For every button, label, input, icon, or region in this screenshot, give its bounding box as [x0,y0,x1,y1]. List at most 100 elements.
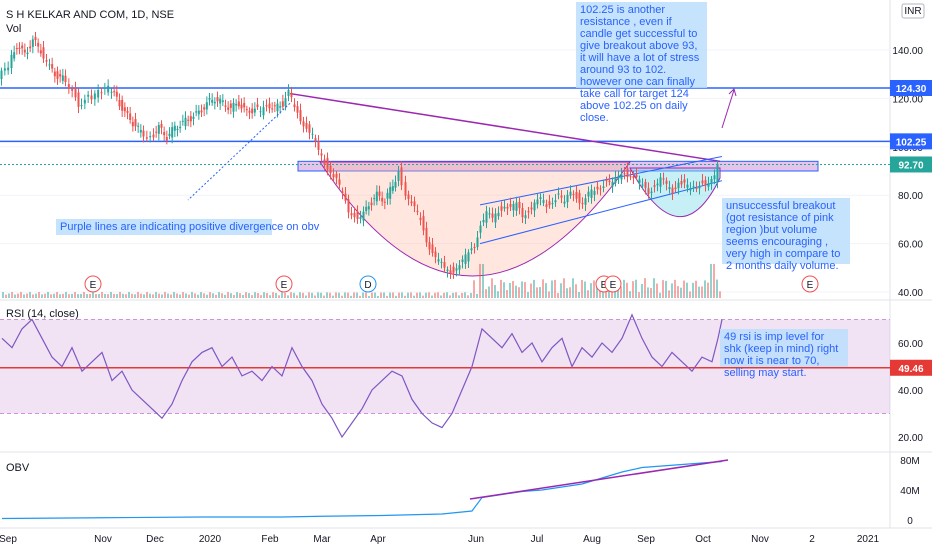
earnings-marker [275,275,293,293]
x-tick-label: Aug [583,534,601,545]
earnings-marker-label: E [281,280,288,291]
volume-bar [2,292,4,298]
volume-bar [458,295,460,298]
breakout-note[interactable]: unsuccessful breakout (got resistance of… [722,198,850,272]
candle-body [587,191,590,197]
candle-body [173,125,176,131]
candle-body [353,212,356,218]
candle-body [248,110,251,113]
obv-trend-line [469,459,729,500]
candle-body [391,186,394,191]
candle-body [37,42,40,47]
rsi-note[interactable]: 49 rsi is imp level for shk (keep in min… [720,329,848,379]
volume-bar [65,292,67,298]
volume-bar [713,264,715,298]
volume-bar [518,287,520,298]
x-tick-label: Oct [695,534,711,545]
volume-bar [392,292,394,298]
volume-bar [29,292,31,298]
volume-bar [353,292,355,298]
candle-body [184,117,187,127]
candle-body [397,171,400,181]
candle-body [707,183,710,187]
candle-body [139,129,142,133]
volume-bar [623,279,625,298]
candle-body [323,159,326,165]
resistance-note[interactable]: 102.25 is another resistance , even if c… [576,2,707,124]
candle-body [134,118,137,127]
volume-bar [464,292,466,298]
volume-bar [164,292,166,298]
volume-bar [425,292,427,298]
volume-bar [488,286,490,298]
candle-body [545,204,548,207]
chart-title: S H KELKAR AND COM, 1D, NSE [6,9,175,21]
candle-body [245,109,248,111]
volume-bar [647,287,649,298]
y-tick-label: 40.00 [898,288,923,299]
candle-body [115,91,118,97]
volume-bar [593,280,595,298]
candle-body [698,186,701,189]
candle-body [45,59,48,62]
x-tick-label: Nov [94,534,112,545]
volume-bar [113,293,115,298]
volume-bar [362,292,364,298]
volume-bar [674,279,676,298]
volume-bar [632,281,634,298]
volume-bar [338,292,340,298]
candle-body [560,195,563,198]
volume-bar [542,279,544,298]
volume-bar [221,293,223,298]
volume-bar [314,295,316,298]
candle-body [290,92,293,98]
volume-bar [284,292,286,298]
volume-bar [215,294,217,298]
candle-body [461,259,464,263]
volume-bar [149,293,151,298]
y-tick-label: 80.00 [898,191,923,202]
candle-body [15,47,18,49]
candle-body [524,215,527,219]
volume-bar [524,282,526,298]
candle-body [320,153,323,156]
volume-bar [572,278,574,298]
candle-body [386,192,389,199]
target-arrow-head [728,88,737,97]
candle-body [13,52,16,59]
candle-body [211,99,214,103]
candle-body [557,193,560,195]
volume-bar [395,295,397,298]
candle-body [121,99,124,111]
candle-body [87,94,90,97]
volume-bar [563,278,565,298]
volume-bar [380,292,382,298]
candle-body [518,201,521,209]
candle-body [455,268,458,271]
candle-body [253,108,256,113]
candle-body [671,187,674,194]
candle-body [155,131,158,133]
candle-body [689,188,692,191]
candle-body [235,103,238,106]
volume-bar [326,292,328,298]
earnings-marker-label: E [90,280,97,291]
volume-bar [38,292,40,298]
x-tick-label: Dec [146,534,164,545]
volume-bar [227,292,229,298]
candle-body [701,180,704,184]
candle-body [281,101,284,107]
candle-body [31,39,34,47]
candle-body [71,88,74,91]
volume-bar [668,290,670,298]
volume-bar [83,292,85,298]
candle-body [500,206,503,211]
volume-bar [656,283,658,298]
volume-bar [8,293,10,298]
candle-body [542,200,545,203]
volume-bar [320,292,322,298]
divergence-note[interactable]: Purple lines are indicating positive div… [56,219,319,235]
candle-body [635,174,638,178]
